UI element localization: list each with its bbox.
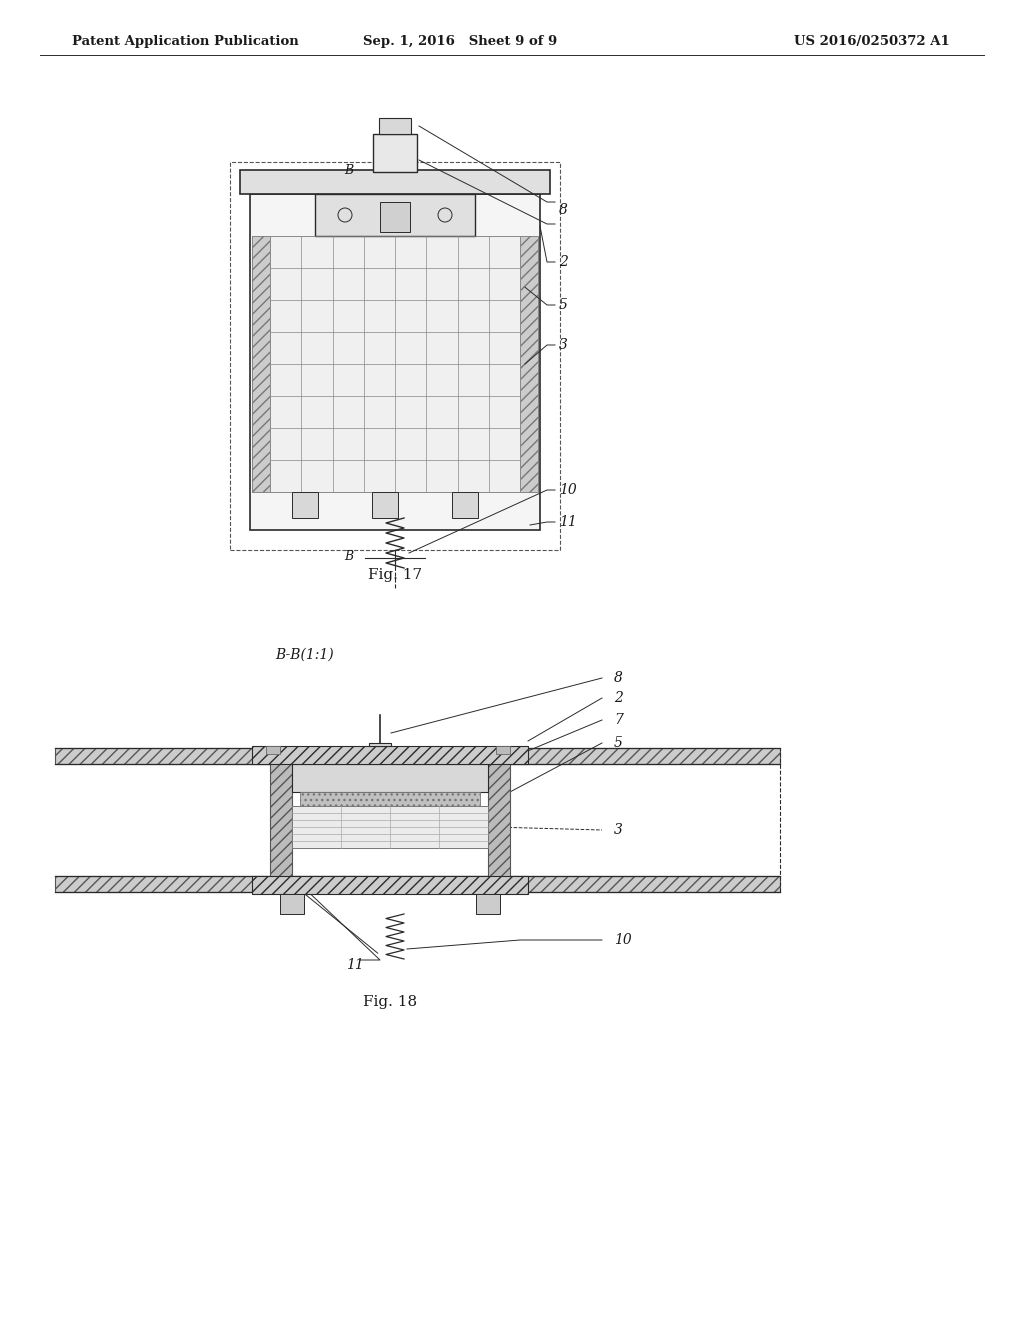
Bar — [55, 876, 780, 892]
Bar — [250, 194, 540, 531]
Bar — [252, 746, 528, 764]
Text: 3: 3 — [559, 338, 568, 352]
Bar — [452, 492, 478, 517]
Text: Fig. 18: Fig. 18 — [362, 995, 417, 1008]
Text: B-B(1:1): B-B(1:1) — [275, 648, 334, 663]
Text: 10: 10 — [614, 933, 632, 946]
Bar — [369, 743, 391, 746]
Text: 5: 5 — [614, 737, 623, 750]
Text: 8: 8 — [614, 671, 623, 685]
Text: Sep. 1, 2016   Sheet 9 of 9: Sep. 1, 2016 Sheet 9 of 9 — [362, 36, 557, 49]
Bar — [372, 492, 398, 517]
Bar — [300, 792, 480, 807]
Bar — [496, 746, 510, 754]
Bar — [252, 236, 270, 492]
Text: Fig. 17: Fig. 17 — [368, 568, 422, 582]
Bar — [292, 764, 488, 792]
Bar — [266, 746, 280, 754]
Bar — [315, 194, 475, 236]
Text: Patent Application Publication: Patent Application Publication — [72, 36, 299, 49]
Bar — [380, 202, 410, 232]
Text: US 2016/0250372 A1: US 2016/0250372 A1 — [795, 36, 950, 49]
Text: 11: 11 — [346, 958, 364, 972]
Bar — [280, 894, 304, 913]
Text: 3: 3 — [614, 822, 623, 837]
Bar — [292, 807, 488, 847]
Bar — [55, 748, 780, 764]
Bar — [379, 117, 411, 135]
Bar — [520, 236, 538, 492]
Text: 5: 5 — [559, 298, 568, 312]
Text: 10: 10 — [559, 483, 577, 498]
Text: 7: 7 — [614, 713, 623, 727]
Bar — [270, 754, 292, 886]
Bar — [230, 162, 560, 550]
Bar — [270, 236, 520, 492]
Text: B: B — [344, 164, 353, 177]
Bar — [252, 876, 528, 894]
Text: 2: 2 — [614, 690, 623, 705]
Bar — [476, 894, 500, 913]
Bar — [292, 492, 318, 517]
Bar — [240, 170, 550, 194]
Text: 8: 8 — [559, 203, 568, 216]
Bar — [373, 135, 417, 172]
Text: 2: 2 — [559, 255, 568, 269]
Bar — [488, 754, 510, 886]
Text: 11: 11 — [559, 515, 577, 529]
Text: B: B — [344, 549, 353, 562]
